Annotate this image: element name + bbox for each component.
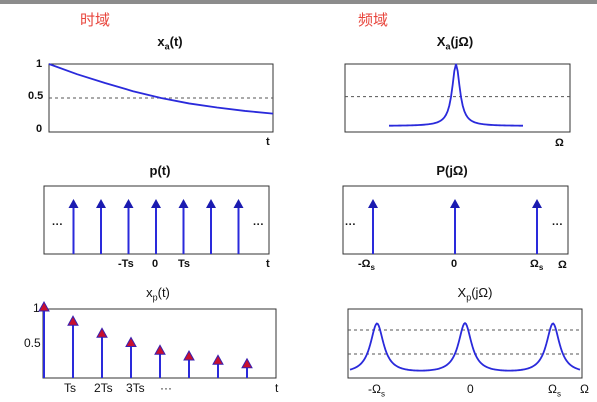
header-freq-domain: 频域 xyxy=(358,11,389,29)
sample-marker xyxy=(154,344,166,355)
sample-marker xyxy=(67,315,79,326)
xtick-3Ts: 3Ts xyxy=(126,381,145,395)
spectral-impulse-arrow xyxy=(368,199,378,208)
title-Xa-f: Xa(jΩ) xyxy=(415,34,495,52)
title-sub: a xyxy=(164,41,170,52)
impulse-arrow xyxy=(68,199,79,208)
sample-marker xyxy=(125,336,137,347)
impulse-arrow xyxy=(178,199,189,208)
dots-left: ··· xyxy=(52,219,63,231)
tick-minus-omega-s: -Ωs xyxy=(368,382,385,398)
peak-curve xyxy=(388,63,524,127)
tick-main: -Ω xyxy=(368,382,381,396)
tick-0: 0 xyxy=(152,258,159,270)
ytick-1: 1 xyxy=(33,301,40,315)
xtick-Ts: Ts xyxy=(64,381,76,395)
title-p-t: p(t) xyxy=(149,163,171,178)
title-P-f: P(jΩ) xyxy=(436,163,468,178)
title-tail: (t) xyxy=(169,34,183,49)
impulse-arrow xyxy=(233,199,244,208)
title-tail: (jΩ) xyxy=(450,34,474,49)
tick-omega-s: Ωs xyxy=(548,382,561,398)
tick-sub: s xyxy=(556,389,561,399)
panel-frame-Xp-f xyxy=(347,308,583,379)
xlabel-t: t xyxy=(266,258,270,270)
title-tail: (t) xyxy=(157,285,170,300)
xtick-dots: ··· xyxy=(160,381,172,395)
tick-main: -Ω xyxy=(358,258,371,270)
tick-sub: s xyxy=(380,389,385,399)
spectral-impulse-arrow xyxy=(532,199,542,208)
title-Xp-f: Xp(jΩ) xyxy=(430,285,520,303)
header-time-domain: 时域 xyxy=(80,11,111,29)
impulse-arrow xyxy=(151,199,161,208)
title-main: X xyxy=(436,34,446,49)
tick-sub: s xyxy=(538,263,544,273)
sample-marker xyxy=(38,300,50,312)
title-tail: (jΩ) xyxy=(471,285,493,300)
impulse-arrow xyxy=(206,199,216,208)
title-main: x xyxy=(157,34,165,49)
sample-marker xyxy=(96,327,108,338)
ytick-0: 0 xyxy=(36,123,43,135)
sample-marker xyxy=(212,354,224,365)
ytick-0.5: 0.5 xyxy=(24,336,41,350)
tick-0: 0 xyxy=(467,382,474,396)
title-sub: p xyxy=(152,292,158,303)
tick-omega-s: Ωs xyxy=(530,258,543,272)
dots-right: ··· xyxy=(253,219,264,231)
dots-right: ··· xyxy=(552,219,563,231)
tick-main: Ω xyxy=(548,382,557,396)
xlabel-omega: Ω xyxy=(555,137,564,149)
xlabel-omega: Ω xyxy=(580,382,589,396)
periodic-peak-curve xyxy=(349,322,581,372)
top-bar xyxy=(0,0,597,4)
tick-sub: s xyxy=(370,263,375,273)
sample-marker xyxy=(183,349,195,361)
tick-minus-Ts: -Ts xyxy=(118,258,134,270)
ytick-1: 1 xyxy=(36,58,43,70)
title-xp-t: xp(t) xyxy=(118,285,198,303)
title-main: X xyxy=(457,285,467,300)
impulse-arrow xyxy=(123,199,134,208)
xlabel-omega: Ω xyxy=(558,259,567,271)
dots-left: ··· xyxy=(345,219,356,231)
ytick-0.5: 0.5 xyxy=(28,90,44,102)
decay-curve xyxy=(48,63,274,115)
tick-main: Ω xyxy=(530,258,539,270)
title-sub: p xyxy=(466,292,472,303)
tick-0: 0 xyxy=(451,258,458,270)
xlabel-t: t xyxy=(275,381,279,395)
title-sub: a xyxy=(445,41,451,52)
sample-marker xyxy=(241,357,253,369)
title-main: x xyxy=(146,285,153,300)
impulse-arrow xyxy=(96,199,106,208)
tick-Ts: Ts xyxy=(178,258,191,270)
tick-minus-omega-s: -Ωs xyxy=(358,258,375,272)
panel-frame-Xa-f xyxy=(344,63,571,133)
xlabel-t: t xyxy=(266,136,270,148)
xtick-2Ts: 2Ts xyxy=(94,381,113,395)
spectral-impulse-arrow xyxy=(450,199,460,208)
title-xa-t: xa(t) xyxy=(130,34,210,52)
